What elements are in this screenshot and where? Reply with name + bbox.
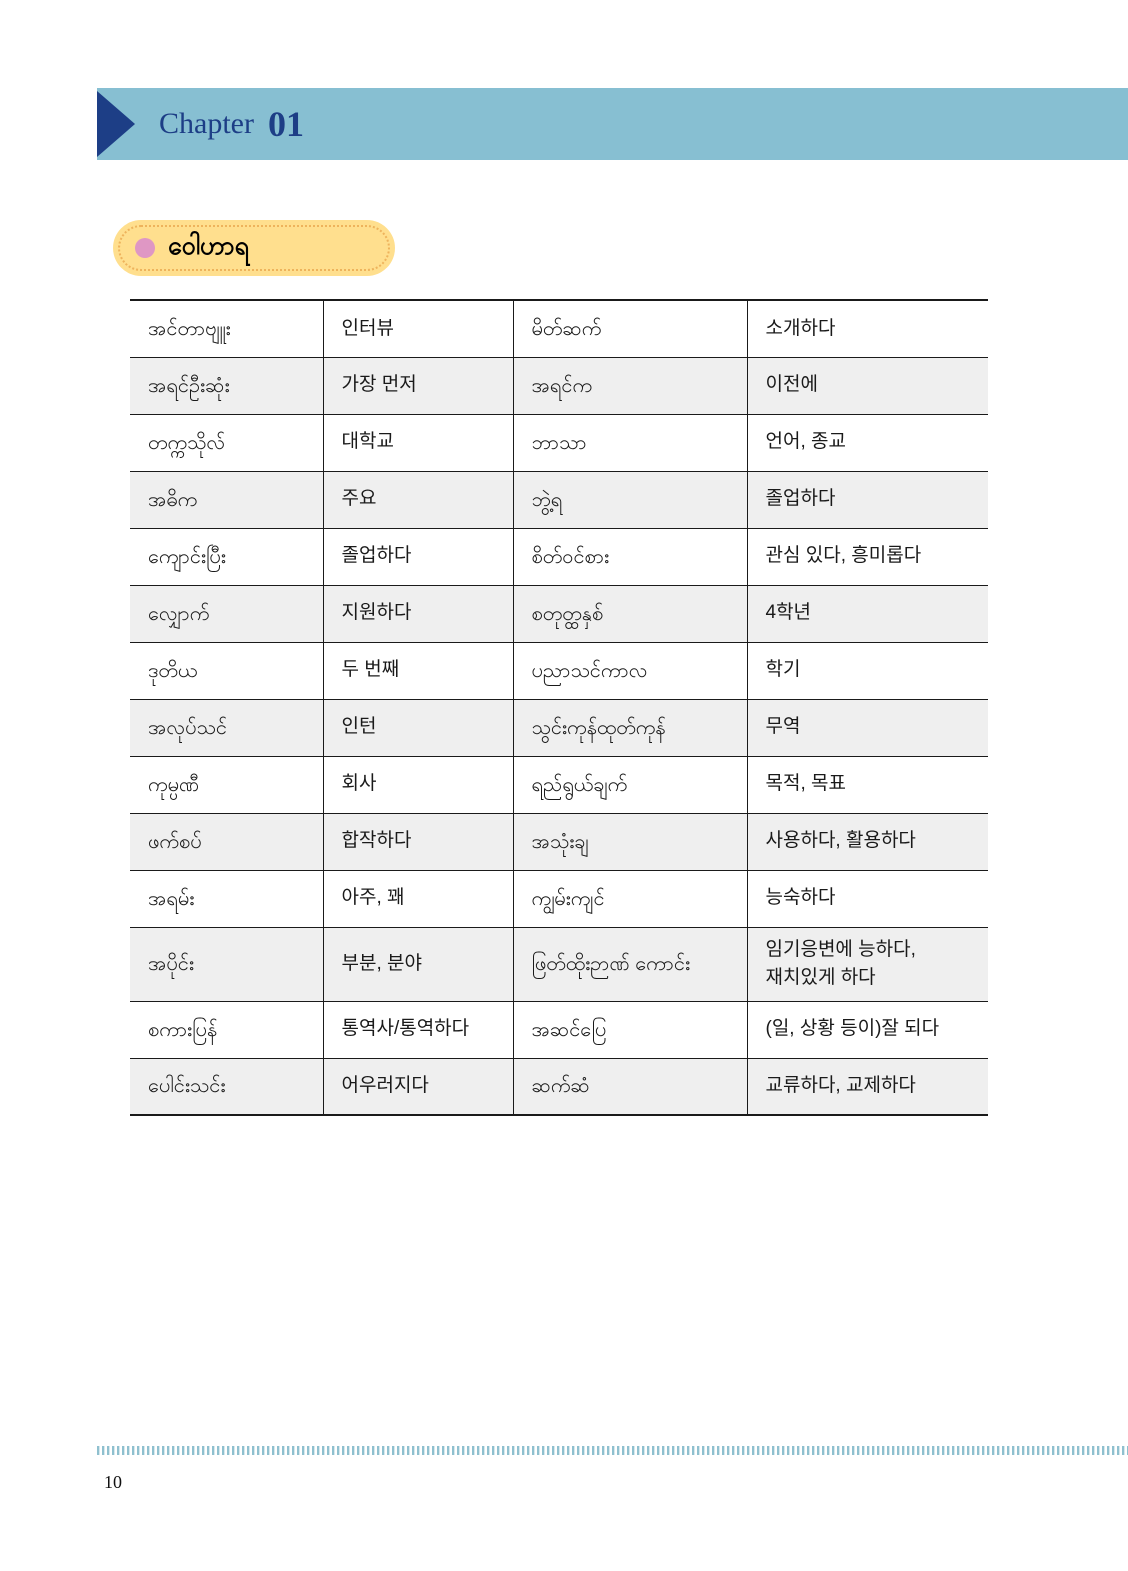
- table-row: ကုမ္ပဏီ 회사 ရည်ရွယ်ချက် 목적, 목표: [130, 756, 988, 814]
- chapter-header-bar: Chapter 01: [97, 88, 1128, 160]
- table-cell: ဒုတိယ: [130, 642, 323, 700]
- table-row: ဒုတိယ 두 번째 ပညာသင်ကာလ 학기: [130, 642, 988, 700]
- table-cell: 언어, 종교: [746, 414, 988, 472]
- table-cell: 임기응변에 능하다, 재치있게 하다: [746, 927, 988, 1002]
- table-cell: 대학교: [322, 414, 513, 472]
- table-cell: ပညာသင်ကာလ: [512, 642, 747, 700]
- table-cell: ကုမ္ပဏီ: [130, 756, 323, 814]
- chapter-label: Chapter: [159, 107, 254, 140]
- table-cell: ဘာသာ: [512, 414, 747, 472]
- table-row: အဓိက 주요 ဘွဲ့ရ 졸업하다: [130, 471, 988, 529]
- table-row: အရင်ဦးဆုံး 가장 먼저 အရင်က 이전에: [130, 357, 988, 415]
- table-cell: (일, 상황 등이)잘 되다: [746, 1001, 988, 1059]
- table-cell: အဓိက: [130, 471, 323, 529]
- page-number: 10: [104, 1472, 122, 1492]
- table-cell: 4학년: [746, 585, 988, 643]
- table-cell: 아주, 꽤: [322, 870, 513, 928]
- badge-bullet-icon: [135, 238, 155, 258]
- chapter-number: 01: [267, 104, 304, 144]
- table-cell: အဆင်ပြေ: [512, 1001, 747, 1059]
- table-cell: ဖက်စပ်: [130, 813, 323, 871]
- section-title: ဝေါဟာရ: [168, 231, 250, 260]
- chapter-arrow-icon: [97, 91, 135, 157]
- table-cell: 회사: [322, 756, 513, 814]
- table-cell: စိတ်ဝင်စား: [512, 528, 747, 586]
- chapter-title: Chapter 01: [159, 88, 304, 160]
- table-cell: အပိုင်း: [130, 927, 323, 1002]
- table-row: အရမ်း 아주, 꽤 ကျွမ်းကျင် 능숙하다: [130, 870, 988, 928]
- table-cell: 주요: [322, 471, 513, 529]
- table-cell: 능숙하다: [746, 870, 988, 928]
- table-cell: အင်တာဗျူး: [130, 300, 323, 358]
- table-cell: 무역: [746, 699, 988, 757]
- vocabulary-table: အင်တာဗျူး 인터뷰 မိတ်ဆက် 소개하다 အရင်ဦးဆုံး 가장 먼저 အရ…: [130, 299, 988, 1116]
- table-cell: ပေါင်းသင်း: [130, 1058, 323, 1116]
- table-cell: 목적, 목표: [746, 756, 988, 814]
- table-cell: 학기: [746, 642, 988, 700]
- table-row: အင်တာဗျူး 인터뷰 မိတ်ဆက် 소개하다: [130, 300, 988, 358]
- badge-dotted-border: [118, 225, 390, 271]
- table-cell: ဖြတ်ထိုးဉာဏ် ကောင်း: [512, 927, 747, 1002]
- table-cell: 소개하다: [746, 300, 988, 358]
- vocabulary-badge: ဝေါဟာရ: [113, 220, 395, 276]
- table-cell: ရည်ရွယ်ချက်: [512, 756, 747, 814]
- table-cell: 합작하다: [322, 813, 513, 871]
- table-cell: 졸업하다: [322, 528, 513, 586]
- table-cell: လျှောက်: [130, 585, 323, 643]
- table-cell: စတုတ္ထနှစ်: [512, 585, 747, 643]
- table-row: အပိုင်း 부분, 분야 ဖြတ်ထိုးဉာဏ် ကောင်း 임기응변에 능하…: [130, 927, 988, 1002]
- table-cell: 가장 먼저: [322, 357, 513, 415]
- table-cell: 인터뷰: [322, 300, 513, 358]
- table-cell: အသုံးချ: [512, 813, 747, 871]
- table-cell: အလုပ်သင်: [130, 699, 323, 757]
- table-row: တက္ကသိုလ် 대학교 ဘာသာ 언어, 종교: [130, 414, 988, 472]
- table-cell: 졸업하다: [746, 471, 988, 529]
- table-row: စကားပြန် 통역사/통역하다 အဆင်ပြေ (일, 상황 등이)잘 되다: [130, 1001, 988, 1059]
- table-cell: မိတ်ဆက်: [512, 300, 747, 358]
- table-row: ဖက်စပ် 합작하다 အသုံးချ 사용하다, 활용하다: [130, 813, 988, 871]
- table-cell: 부분, 분야: [322, 927, 513, 1002]
- table-cell: ကျွမ်းကျင်: [512, 870, 747, 928]
- table-row: လျှောက် 지원하다 စတုတ္ထနှစ် 4학년: [130, 585, 988, 643]
- table-cell: 통역사/통역하다: [322, 1001, 513, 1059]
- table-row: အလုပ်သင် 인턴 သွင်းကုန်ထုတ်ကုန် 무역: [130, 699, 988, 757]
- table-cell: ကျောင်းပြီး: [130, 528, 323, 586]
- table-cell: 어우러지다: [322, 1058, 513, 1116]
- table-cell: 지원하다: [322, 585, 513, 643]
- table-cell: အရင်က: [512, 357, 747, 415]
- table-cell: 사용하다, 활용하다: [746, 813, 988, 871]
- table-cell: အရင်ဦးဆုံး: [130, 357, 323, 415]
- table-cell: ဆက်ဆံ: [512, 1058, 747, 1116]
- table-cell: အရမ်း: [130, 870, 323, 928]
- table-cell: 교류하다, 교제하다: [746, 1058, 988, 1116]
- table-row: ပေါင်းသင်း 어우러지다 ဆက်ဆံ 교류하다, 교제하다: [130, 1058, 988, 1116]
- table-cell: တက္ကသိုလ်: [130, 414, 323, 472]
- table-cell: သွင်းကုန်ထုတ်ကုန်: [512, 699, 747, 757]
- table-row: ကျောင်းပြီး 졸업하다 စိတ်ဝင်စား 관심 있다, 흥미롭다: [130, 528, 988, 586]
- table-cell: 이전에: [746, 357, 988, 415]
- footer-dotted-divider: [97, 1446, 1128, 1455]
- table-cell: 두 번째: [322, 642, 513, 700]
- table-cell: စကားပြန်: [130, 1001, 323, 1059]
- table-cell: 인턴: [322, 699, 513, 757]
- table-cell: ဘွဲ့ရ: [512, 471, 747, 529]
- table-cell: 관심 있다, 흥미롭다: [746, 528, 988, 586]
